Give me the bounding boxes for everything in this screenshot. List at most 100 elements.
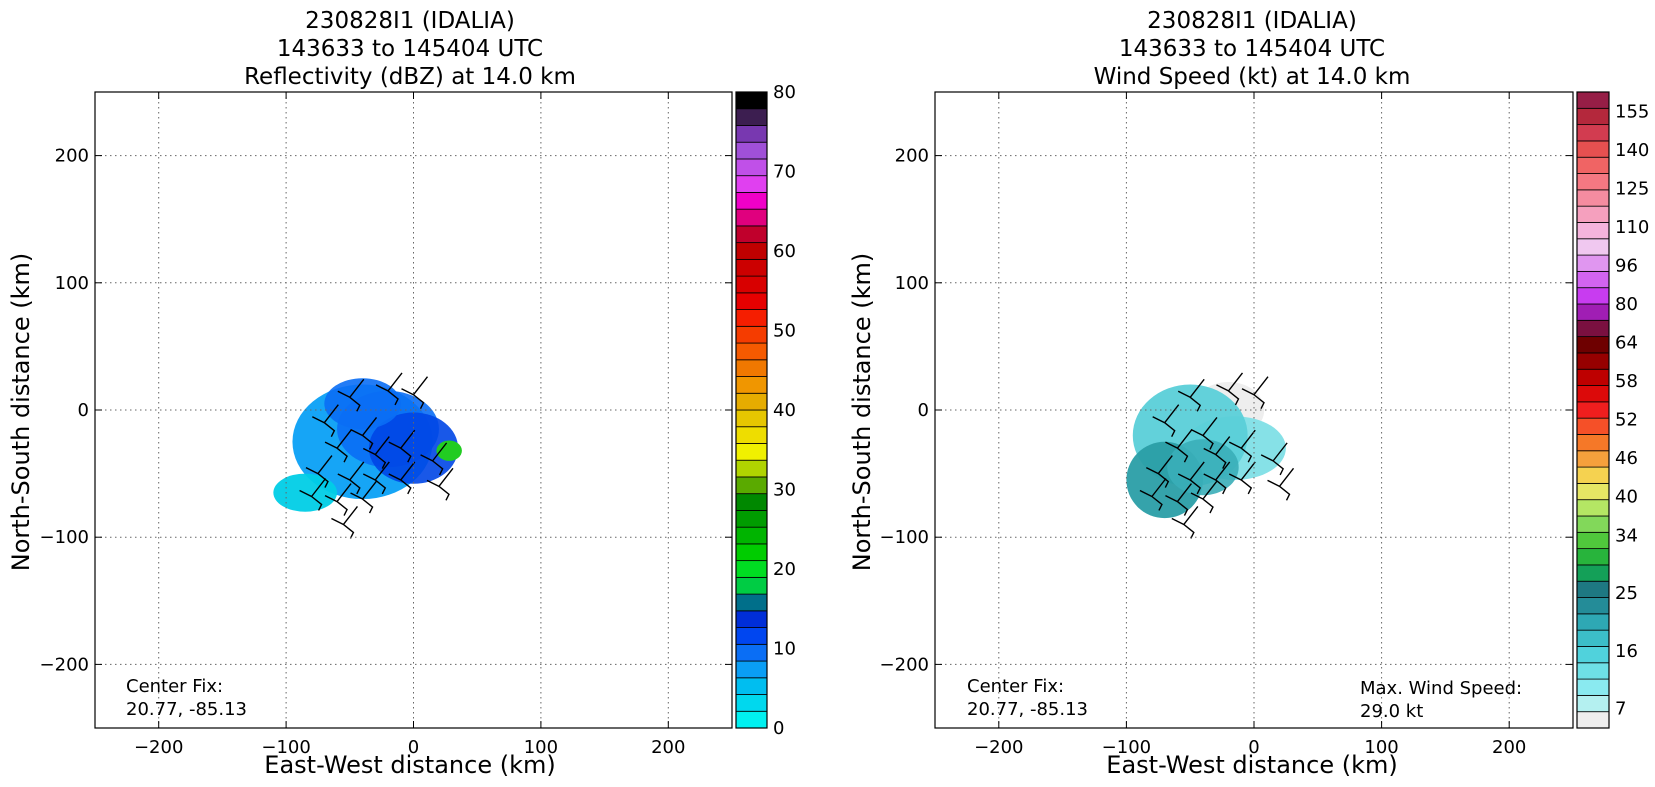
colorbar-swatch [1576,678,1610,696]
colorbar-swatch [735,376,768,394]
title-line-1: 230828I1 (IDALIA) [1147,8,1357,34]
colorbar-swatch [1576,482,1610,501]
echo-region [436,440,462,461]
colorbar-tick-label: 96 [1615,255,1638,276]
wind-speed-colorbar: 7 16 25 34 40 46 52 58 64 80 96 110 125 140 155 [1576,91,1649,729]
colorbar-swatch [1576,417,1610,435]
x-tick-label: 200 [651,737,685,758]
colorbar-swatch [735,91,768,110]
colorbar-swatch [1576,711,1610,729]
wind-barb [1241,376,1269,410]
colorbar-swatch [1576,303,1610,321]
colorbar-tick-label: 110 [1615,217,1649,238]
wind-barb [299,478,327,511]
colorbar-swatch [1576,205,1610,223]
colorbar-swatch [1576,580,1610,598]
colorbar-swatch [735,342,768,361]
wind-barb [312,404,339,438]
title-line-2: 143633 to 145404 UTC [1119,36,1385,62]
colorbar-swatch [1576,564,1610,582]
colorbar-swatch [735,309,768,327]
colorbar-swatch [735,694,768,712]
x-tick-label: −100 [1102,737,1151,758]
colorbar-swatch [735,242,768,260]
colorbar-swatch [735,443,768,461]
x-tick-label: −200 [974,737,1023,758]
colorbar-tick-label: 125 [1615,178,1649,199]
wind-barb [420,442,448,476]
reflectivity-panel: 230828I1 (IDALIA) 143633 to 145404 UTC R… [7,8,796,779]
colorbar-swatch [735,576,768,595]
plot-area: −200 −100 0 100 200 −200 −100 0 100 200 [880,91,1574,758]
colorbar-tick-label: 30 [773,480,796,501]
colorbar-swatch [1576,662,1610,680]
wind-barb [1190,480,1218,514]
y-tick-label: 200 [895,146,929,167]
wind-barb [426,467,454,501]
title-line-3: Wind Speed (kt) at 14.0 km [1094,64,1411,90]
colorbar-swatch [1576,319,1610,338]
wind-barb [401,376,429,410]
wind-barb [375,372,403,406]
colorbar-swatch [1576,107,1610,126]
wind-barb [1177,378,1205,412]
y-tick-label: 100 [55,273,89,294]
colorbar-tick-label: 155 [1615,101,1649,122]
colorbar-swatch [735,426,768,444]
x-axis-label: East-West distance (km) [264,751,555,779]
wind-speed-panel: 230828I1 (IDALIA) 143633 to 145404 UTC W… [848,8,1649,779]
colorbar-swatch [1576,629,1610,647]
colorbar-tick-label: 80 [773,82,796,103]
colorbar-swatch [735,660,768,679]
colorbar-tick-label: 0 [773,718,784,739]
colorbar-swatch [1576,385,1610,403]
wind-barb [337,461,365,495]
center-fix-label: Center Fix: [126,676,223,697]
colorbar-swatch [735,125,768,143]
colorbar-swatch [1576,694,1610,713]
colorbar-swatch [735,192,768,210]
colorbar-tick-label: 80 [1615,294,1638,315]
colorbar-swatch [1576,140,1610,158]
wind-barb [1171,506,1199,539]
y-tick-label: −100 [880,527,929,548]
colorbar-swatch [735,359,768,377]
center-fix-value: 20.77, -85.13 [967,699,1088,720]
y-axis-label: North-South distance (km) [7,253,35,572]
colorbar-swatch [1576,401,1610,419]
wind-barb [1139,478,1167,511]
colorbar-swatch [735,476,768,495]
colorbar-swatch [1576,173,1610,191]
colorbar-swatch [735,108,768,126]
colorbar-tick-label: 58 [1615,371,1638,392]
colorbar-tick-label: 40 [1615,487,1638,508]
colorbar-frame [1576,91,1610,729]
colorbar-swatch [1576,466,1610,484]
colorbar-swatch [1576,222,1610,240]
wind-barb [1165,429,1192,463]
title-line-3: Reflectivity (dBZ) at 14.0 km [244,64,576,90]
colorbar-tick-label: 60 [773,241,796,262]
colorbar-swatch [735,208,768,227]
colorbar-swatch [735,710,768,729]
max-wind-value: 29.0 kt [1360,701,1423,722]
colorbar-swatch [735,141,768,160]
colorbar-swatch [1576,613,1610,631]
colorbar-swatch [735,275,768,294]
colorbar-swatch [1576,124,1610,142]
colorbar-swatch [1576,646,1610,664]
wind-barb [1216,372,1244,406]
wind-barb [1228,429,1256,463]
colorbar-swatch [735,392,768,411]
colorbar-swatch [735,526,768,545]
x-axis-label: East-West distance (km) [1106,751,1397,779]
echo-region [1167,439,1239,496]
colorbar-frame [735,91,768,729]
wind-barb [1165,483,1192,516]
wind-barb [331,506,358,539]
wind-barb [324,483,352,516]
colorbar-swatch [735,158,768,177]
colorbar-swatch [735,677,768,695]
wind-barb [362,461,390,495]
colorbar-swatch [735,610,768,628]
